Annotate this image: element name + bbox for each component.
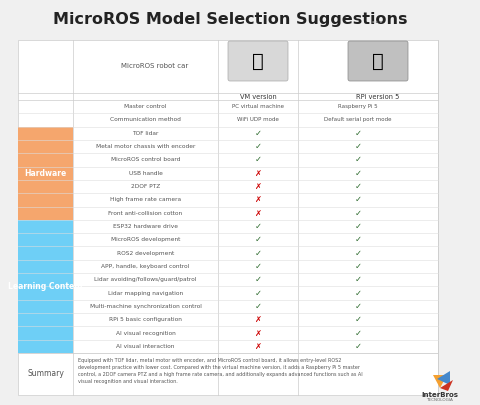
Text: 🤖: 🤖 [252, 51, 264, 70]
Text: Hardware: Hardware [24, 169, 67, 178]
Text: Multi-machine synchronization control: Multi-machine synchronization control [90, 304, 202, 309]
Text: ✓: ✓ [254, 222, 262, 231]
Text: ✓: ✓ [355, 275, 361, 284]
Text: Raspberry Pi 5: Raspberry Pi 5 [338, 104, 378, 109]
Text: APP, handle, keyboard control: APP, handle, keyboard control [101, 264, 190, 269]
Text: ✗: ✗ [254, 195, 262, 205]
Text: Learning Content: Learning Content [8, 282, 83, 291]
Polygon shape [437, 371, 450, 385]
Text: ✓: ✓ [254, 129, 262, 138]
Bar [18, 40, 438, 395]
Text: ✗: ✗ [254, 328, 262, 337]
Text: Metal motor chassis with encoder: Metal motor chassis with encoder [96, 144, 195, 149]
Text: ✓: ✓ [355, 222, 361, 231]
Text: ✓: ✓ [355, 302, 361, 311]
Text: ...: ... [370, 12, 383, 26]
Text: Communication method: Communication method [110, 117, 181, 122]
FancyBboxPatch shape [348, 41, 408, 81]
Text: ✓: ✓ [355, 142, 361, 151]
Text: ✓: ✓ [355, 315, 361, 324]
Text: 🤖: 🤖 [372, 51, 384, 70]
Text: AI visual interaction: AI visual interaction [116, 344, 175, 349]
Text: TOF lidar: TOF lidar [132, 131, 159, 136]
Text: Equipped with TOF lidar, metal motor with encoder, and MicroROS control board, i: Equipped with TOF lidar, metal motor wit… [78, 358, 363, 384]
Text: ✓: ✓ [254, 289, 262, 298]
Text: VM version: VM version [240, 94, 276, 100]
Text: ✓: ✓ [355, 209, 361, 217]
Text: ROS2 development: ROS2 development [117, 251, 174, 256]
Text: ✓: ✓ [254, 262, 262, 271]
Text: PC virtual machine: PC virtual machine [232, 104, 284, 109]
Text: MicroROS Model Selection Suggestions: MicroROS Model Selection Suggestions [53, 12, 407, 27]
Text: High frame rate camera: High frame rate camera [110, 197, 181, 202]
Text: RPi version 5: RPi version 5 [356, 94, 400, 100]
Text: WiFi UDP mode: WiFi UDP mode [237, 117, 279, 122]
Text: ✓: ✓ [254, 249, 262, 258]
Text: USB handle: USB handle [129, 171, 162, 176]
Text: Master control: Master control [124, 104, 167, 109]
Text: ✗: ✗ [254, 315, 262, 324]
Text: Lidar mapping navigation: Lidar mapping navigation [108, 290, 183, 296]
Text: ✓: ✓ [355, 129, 361, 138]
Text: ✓: ✓ [254, 275, 262, 284]
Text: ✓: ✓ [355, 182, 361, 191]
Text: InterBros: InterBros [421, 392, 458, 398]
Text: Lidar avoiding/follows/guard/patrol: Lidar avoiding/follows/guard/patrol [94, 277, 197, 282]
Text: ✓: ✓ [355, 262, 361, 271]
Text: ✓: ✓ [254, 156, 262, 164]
Text: RPi 5 basic configuration: RPi 5 basic configuration [109, 317, 182, 322]
Text: AI visual recognition: AI visual recognition [116, 330, 175, 335]
Text: ✓: ✓ [254, 302, 262, 311]
Text: MicroROS development: MicroROS development [111, 237, 180, 242]
FancyBboxPatch shape [228, 41, 288, 81]
Text: TECNOLOGIA: TECNOLOGIA [427, 398, 454, 402]
Text: ✗: ✗ [254, 209, 262, 217]
Bar [18, 127, 73, 220]
Text: Front anti-collision cotton: Front anti-collision cotton [108, 211, 182, 216]
Text: ✓: ✓ [355, 342, 361, 351]
Text: Summary: Summary [27, 369, 64, 379]
Text: ✓: ✓ [355, 156, 361, 164]
Text: ✓: ✓ [355, 328, 361, 337]
Text: ✗: ✗ [254, 182, 262, 191]
Text: ✓: ✓ [355, 195, 361, 205]
Text: ✓: ✓ [254, 235, 262, 244]
Text: 2DOF PTZ: 2DOF PTZ [131, 184, 160, 189]
Bar [18, 220, 73, 353]
Text: ✓: ✓ [254, 142, 262, 151]
Text: MicroROS robot car: MicroROS robot car [121, 63, 189, 69]
Text: MicroROS control board: MicroROS control board [111, 158, 180, 162]
Text: ✓: ✓ [355, 235, 361, 244]
Text: ✗: ✗ [254, 342, 262, 351]
Text: ✓: ✓ [355, 289, 361, 298]
Text: ✓: ✓ [355, 249, 361, 258]
Text: ESP32 hardware drive: ESP32 hardware drive [113, 224, 178, 229]
Polygon shape [433, 375, 447, 388]
Text: ✗: ✗ [254, 169, 262, 178]
Polygon shape [440, 380, 453, 391]
Text: ✓: ✓ [355, 169, 361, 178]
Text: Default serial port mode: Default serial port mode [324, 117, 392, 122]
